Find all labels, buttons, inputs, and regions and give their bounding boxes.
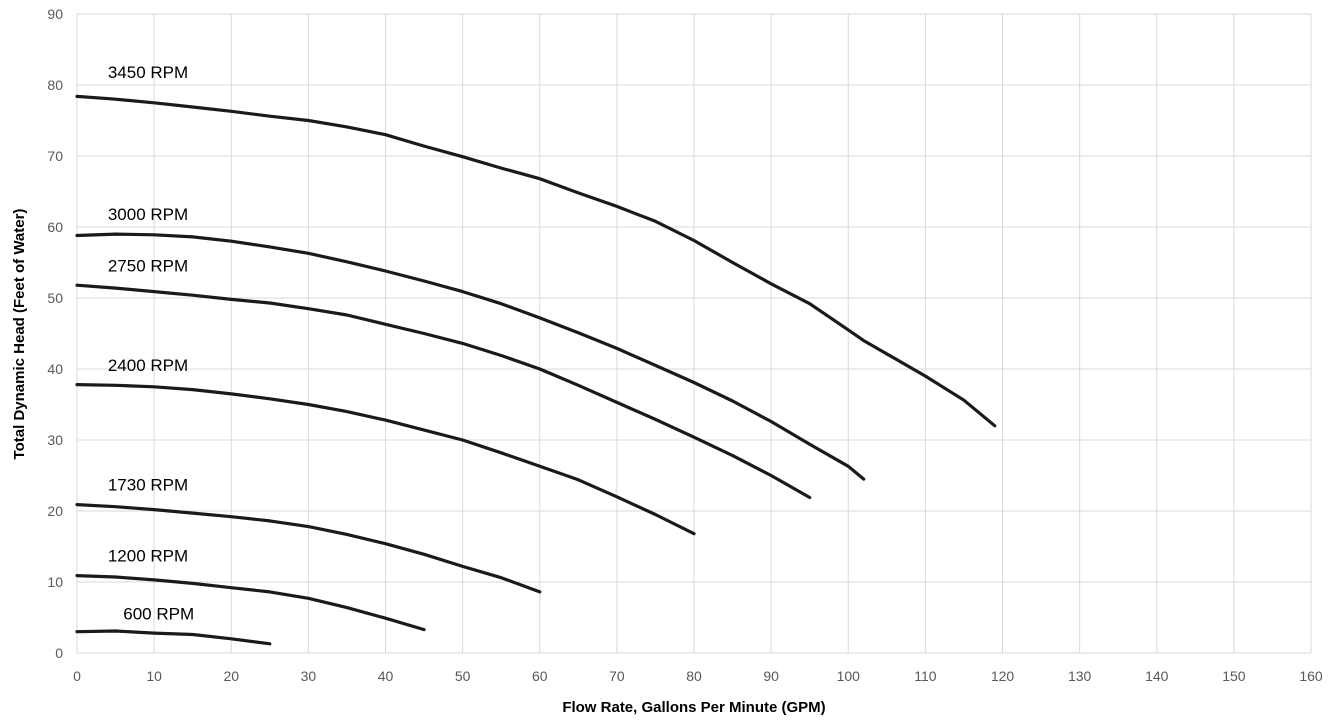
x-tick-label: 20 xyxy=(223,668,239,684)
series-lines xyxy=(75,94,997,646)
series-line-2750-rpm xyxy=(75,283,812,500)
x-tick-label: 30 xyxy=(301,668,317,684)
series-label-3450-rpm: 3450 RPM xyxy=(108,63,188,82)
y-tick-label: 60 xyxy=(47,219,63,235)
series-label-600-rpm: 600 RPM xyxy=(123,605,194,624)
x-axis-ticks: 0 10 20 30 40 50 60 70 80 90 100 110 120 130 140 150 160 xyxy=(73,668,1323,684)
y-tick-label: 20 xyxy=(47,503,63,519)
series-line-3450-rpm xyxy=(75,94,997,428)
grid xyxy=(76,13,1312,654)
x-tick-label: 0 xyxy=(73,668,81,684)
y-axis-title: Total Dynamic Head (Feet of Water) xyxy=(11,209,28,460)
y-tick-label: 70 xyxy=(47,148,63,164)
y-axis-ticks: 0 10 20 30 40 50 60 70 80 90 xyxy=(47,6,63,661)
y-tick-label: 10 xyxy=(47,574,63,590)
x-tick-label: 90 xyxy=(763,668,779,684)
x-tick-label: 140 xyxy=(1145,668,1169,684)
series-labels: 3450 RPM 3000 RPM 2750 RPM 2400 RPM 1730 RPM… xyxy=(108,63,194,624)
series-line-1200-rpm xyxy=(75,574,426,632)
x-tick-label: 150 xyxy=(1222,668,1246,684)
series-line-600-rpm xyxy=(75,629,272,646)
x-tick-label: 80 xyxy=(686,668,702,684)
y-tick-label: 90 xyxy=(47,6,63,22)
x-tick-label: 100 xyxy=(837,668,861,684)
x-tick-label: 110 xyxy=(914,668,937,684)
x-tick-label: 40 xyxy=(378,668,394,684)
x-axis-title: Flow Rate, Gallons Per Minute (GPM) xyxy=(562,699,825,716)
y-tick-label: 30 xyxy=(47,432,63,448)
x-tick-label: 10 xyxy=(146,668,162,684)
x-tick-label: 50 xyxy=(455,668,471,684)
series-line-1730-rpm xyxy=(75,503,542,594)
x-tick-label: 60 xyxy=(532,668,548,684)
series-label-2400-rpm: 2400 RPM xyxy=(108,356,188,375)
series-line-3000-rpm xyxy=(75,232,866,481)
x-tick-label: 160 xyxy=(1299,668,1323,684)
series-label-1200-rpm: 1200 RPM xyxy=(108,546,188,565)
x-tick-label: 120 xyxy=(991,668,1015,684)
x-tick-label: 130 xyxy=(1068,668,1092,684)
series-line-2400-rpm xyxy=(75,383,696,536)
y-tick-label: 80 xyxy=(47,77,63,93)
x-tick-label: 70 xyxy=(609,668,625,684)
y-tick-label: 40 xyxy=(47,361,63,377)
y-tick-label: 0 xyxy=(55,645,63,661)
series-label-1730-rpm: 1730 RPM xyxy=(108,475,188,494)
series-label-2750-rpm: 2750 RPM xyxy=(108,257,188,276)
y-tick-label: 50 xyxy=(47,290,63,306)
series-label-3000-rpm: 3000 RPM xyxy=(108,205,188,224)
